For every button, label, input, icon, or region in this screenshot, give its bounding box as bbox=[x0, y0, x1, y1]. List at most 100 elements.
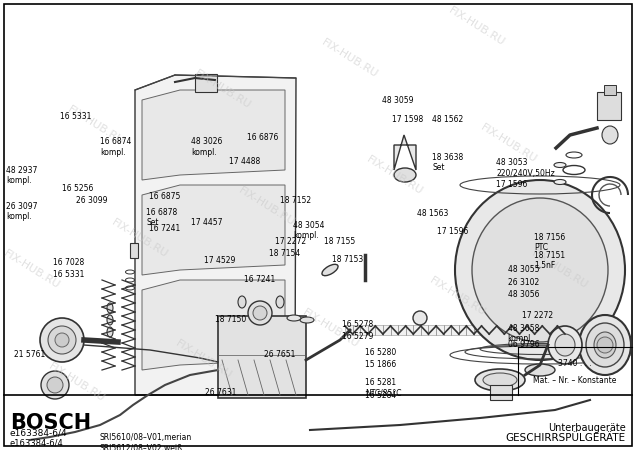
Bar bbox=[604, 85, 616, 95]
Text: FIX-HUB.RU: FIX-HUB.RU bbox=[364, 154, 424, 197]
Text: 18 7152: 18 7152 bbox=[280, 196, 311, 205]
Bar bbox=[550, 325, 557, 335]
Text: 48 3055: 48 3055 bbox=[508, 266, 539, 274]
Text: e163384-6/4: e163384-6/4 bbox=[10, 429, 67, 438]
Text: 48 3053
220/240V,50Hz: 48 3053 220/240V,50Hz bbox=[496, 158, 555, 178]
Text: 15 1866: 15 1866 bbox=[365, 360, 396, 369]
Circle shape bbox=[597, 337, 613, 353]
Ellipse shape bbox=[475, 369, 525, 391]
Bar bbox=[130, 243, 138, 258]
Bar bbox=[345, 325, 352, 335]
Text: FIX-HUB.RU: FIX-HUB.RU bbox=[174, 339, 233, 381]
Bar bbox=[360, 325, 368, 335]
Text: 16 6875: 16 6875 bbox=[149, 192, 181, 201]
Bar bbox=[466, 325, 474, 335]
Text: 16 7028: 16 7028 bbox=[53, 258, 84, 267]
Ellipse shape bbox=[548, 326, 582, 364]
Ellipse shape bbox=[586, 323, 624, 367]
Bar bbox=[451, 325, 459, 335]
Bar bbox=[368, 325, 375, 335]
Ellipse shape bbox=[322, 264, 338, 276]
Circle shape bbox=[55, 333, 69, 347]
Text: 18 7150: 18 7150 bbox=[215, 315, 246, 324]
Bar bbox=[520, 325, 527, 335]
Text: 16 5284: 16 5284 bbox=[365, 392, 396, 400]
Text: 16 7241: 16 7241 bbox=[149, 224, 181, 233]
Text: 06 9796: 06 9796 bbox=[508, 340, 539, 349]
Bar bbox=[489, 325, 497, 335]
Text: 26 7651: 26 7651 bbox=[264, 350, 295, 359]
Text: 18 7156
PTC: 18 7156 PTC bbox=[534, 233, 565, 252]
Circle shape bbox=[40, 318, 84, 362]
Text: SRI5612/08–V02,weiß: SRI5612/08–V02,weiß bbox=[100, 445, 183, 450]
Ellipse shape bbox=[602, 126, 618, 144]
Bar bbox=[352, 325, 360, 335]
Text: GESCHIRRSPÜLGERÄTE: GESCHIRRSPÜLGERÄTE bbox=[506, 433, 626, 443]
Text: 16 6878
Set: 16 6878 Set bbox=[146, 208, 177, 227]
Polygon shape bbox=[135, 75, 296, 395]
Text: FIX-HUB.RU: FIX-HUB.RU bbox=[447, 6, 507, 48]
Text: FIX-HUB.RU: FIX-HUB.RU bbox=[237, 186, 297, 228]
Text: 18 7154: 18 7154 bbox=[269, 249, 300, 258]
Text: FIX-HUB.RU: FIX-HUB.RU bbox=[193, 69, 252, 111]
Ellipse shape bbox=[300, 317, 314, 323]
Text: 26 3099: 26 3099 bbox=[76, 196, 108, 205]
Text: FIX-HUB.RU: FIX-HUB.RU bbox=[530, 249, 590, 291]
Text: Mat. – Nr. – Konstante: Mat. – Nr. – Konstante bbox=[534, 376, 617, 385]
Text: 16 5281
NTC/85°C: 16 5281 NTC/85°C bbox=[365, 378, 401, 397]
Text: 16 5280: 16 5280 bbox=[365, 348, 396, 357]
Polygon shape bbox=[142, 90, 285, 180]
Text: 17 4457: 17 4457 bbox=[191, 218, 223, 227]
Ellipse shape bbox=[238, 296, 246, 308]
Text: 48 3058
kompl.: 48 3058 kompl. bbox=[508, 324, 539, 343]
Text: 18 7155: 18 7155 bbox=[324, 237, 355, 246]
Bar bbox=[557, 325, 565, 335]
Text: 21 5761: 21 5761 bbox=[14, 350, 45, 359]
Ellipse shape bbox=[554, 162, 566, 167]
Polygon shape bbox=[394, 135, 416, 170]
Text: 48 3056: 48 3056 bbox=[508, 290, 539, 299]
Text: 18 7153: 18 7153 bbox=[332, 255, 363, 264]
Bar bbox=[444, 325, 451, 335]
Text: 17 1596: 17 1596 bbox=[437, 227, 468, 236]
Bar bbox=[490, 385, 512, 400]
Bar bbox=[459, 325, 466, 335]
Ellipse shape bbox=[579, 315, 631, 375]
Bar bbox=[474, 325, 481, 335]
Text: BOSCH: BOSCH bbox=[10, 413, 91, 433]
Bar bbox=[398, 325, 406, 335]
Circle shape bbox=[41, 371, 69, 399]
Text: 17 2272: 17 2272 bbox=[522, 311, 553, 320]
Text: 48 3059: 48 3059 bbox=[382, 96, 414, 105]
Bar bbox=[597, 92, 621, 120]
Text: FIX-HUB.RU: FIX-HUB.RU bbox=[2, 249, 62, 291]
Text: 3740 . . .: 3740 . . . bbox=[558, 359, 592, 368]
Text: FIX-HUB.RU: FIX-HUB.RU bbox=[428, 276, 488, 318]
Ellipse shape bbox=[472, 198, 608, 342]
Ellipse shape bbox=[276, 296, 284, 308]
Circle shape bbox=[48, 326, 76, 354]
Text: FIX-HUB.RU: FIX-HUB.RU bbox=[479, 123, 539, 165]
Ellipse shape bbox=[554, 180, 566, 184]
Text: FIX-HUB.RU: FIX-HUB.RU bbox=[320, 37, 380, 80]
Text: FIX-HUB.RU: FIX-HUB.RU bbox=[301, 307, 361, 350]
Text: 17 2272: 17 2272 bbox=[275, 237, 306, 246]
Bar bbox=[481, 325, 489, 335]
Text: 18 7151
1,5nF: 18 7151 1,5nF bbox=[534, 251, 565, 270]
Bar bbox=[436, 325, 444, 335]
Text: 26 3102: 26 3102 bbox=[508, 278, 539, 287]
Text: 17 1596: 17 1596 bbox=[496, 180, 527, 189]
Text: 48 2937
kompl.: 48 2937 kompl. bbox=[6, 166, 38, 185]
Text: FIX-HUB.RU: FIX-HUB.RU bbox=[46, 361, 106, 404]
Text: 16 6874
kompl.: 16 6874 kompl. bbox=[100, 137, 132, 157]
Ellipse shape bbox=[107, 303, 113, 313]
FancyBboxPatch shape bbox=[218, 316, 306, 398]
Bar bbox=[413, 325, 421, 335]
Ellipse shape bbox=[413, 311, 427, 325]
Text: 26 7631: 26 7631 bbox=[205, 388, 236, 397]
Text: 16 5278: 16 5278 bbox=[342, 320, 373, 329]
Text: 26 3097
kompl.: 26 3097 kompl. bbox=[6, 202, 38, 221]
Ellipse shape bbox=[394, 168, 416, 182]
Ellipse shape bbox=[483, 373, 517, 387]
Bar bbox=[497, 325, 504, 335]
